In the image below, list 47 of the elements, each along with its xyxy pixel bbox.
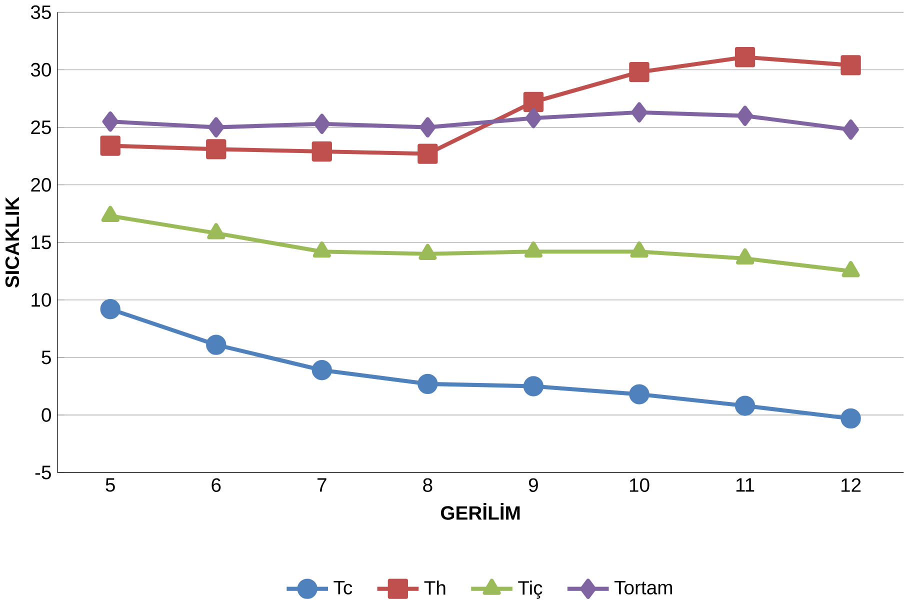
point [840, 408, 861, 429]
point [100, 299, 120, 320]
point [629, 62, 650, 82]
point [840, 55, 861, 76]
point [629, 384, 650, 405]
point [418, 144, 438, 164]
x-tick-label: 7 [318, 478, 326, 492]
point [842, 120, 859, 140]
x-tick-label: 12 [841, 478, 861, 492]
x-tick-label: 6 [212, 478, 221, 492]
point [312, 142, 332, 162]
point [734, 396, 756, 416]
x-tick-label: 9 [528, 478, 538, 492]
point [314, 114, 330, 134]
legend-label: Tortam [614, 581, 672, 595]
x-axis-title: GERİLİM [440, 503, 520, 520]
y-tick-label: 0 [42, 408, 51, 422]
legend-label: Th [424, 580, 446, 595]
point [206, 139, 226, 160]
point [100, 136, 120, 156]
point [420, 117, 436, 138]
point [523, 92, 544, 112]
point [312, 360, 332, 380]
point [525, 108, 542, 128]
point [206, 334, 226, 356]
point [523, 376, 544, 397]
x-tick-label: 11 [736, 478, 754, 492]
point [734, 47, 756, 68]
point [208, 117, 224, 138]
legend-label: Tc [334, 581, 352, 595]
point [418, 374, 438, 394]
x-tick-label: 5 [106, 478, 115, 492]
x-tick-label: 10 [630, 478, 650, 492]
point [631, 102, 648, 123]
y-tick-label: 15 [32, 236, 51, 250]
y-tick-label: 30 [30, 63, 51, 77]
legend-label: Tiç [518, 580, 542, 599]
y-tick-label: 25 [31, 120, 51, 134]
y-axis-title: SICAKLIK [5, 197, 20, 288]
x-tick-label: 8 [423, 478, 432, 492]
y-tick-label: 5 [42, 350, 51, 364]
point [102, 112, 118, 132]
y-tick-label: 10 [32, 293, 51, 308]
y-tick-label: -5 [35, 466, 51, 480]
y-tick-label: 20 [31, 178, 51, 192]
y-tick-label: 35 [30, 6, 51, 20]
point [736, 106, 754, 126]
